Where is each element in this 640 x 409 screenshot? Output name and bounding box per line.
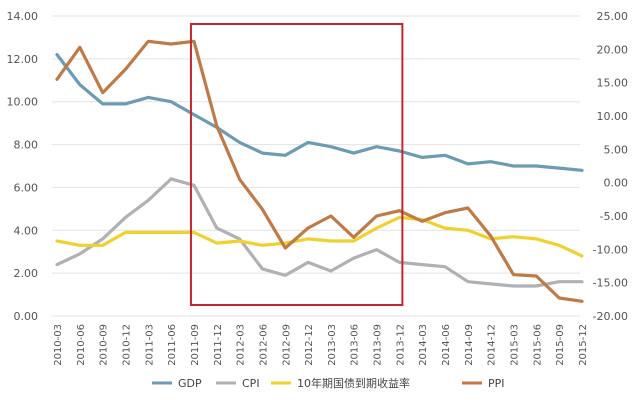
x-tick-label: 2013-03 xyxy=(327,324,338,366)
left-tick-label: 6.00 xyxy=(14,181,39,194)
x-tick-label: 2011-03 xyxy=(144,324,155,366)
right-tick-label: 5.00 xyxy=(604,143,629,156)
x-tick-label: 2015-03 xyxy=(510,324,521,366)
highlight-box xyxy=(189,23,404,306)
x-tick-label: 2012-09 xyxy=(281,324,292,366)
left-tick-label: 4.00 xyxy=(14,224,39,237)
right-axis-ticks: -20.00 -15.00 -10.00 -5.00 0.00 5.00 10.00 15.0… xyxy=(593,10,628,323)
x-tick-label: 2010-12 xyxy=(121,324,132,366)
legend-label: PPI xyxy=(488,377,505,390)
x-tick-label: 2012-12 xyxy=(304,324,315,366)
right-tick-label: 0.00 xyxy=(604,177,629,190)
x-tick-label: 2015-12 xyxy=(578,324,589,366)
x-tick-label: 2010-09 xyxy=(99,324,110,366)
series-line-gdp xyxy=(55,52,584,172)
x-tick-label: 2014-09 xyxy=(464,324,475,366)
x-tick-label: 2010-03 xyxy=(53,324,64,366)
right-tick-label: -5.00 xyxy=(600,210,628,223)
x-tick-label: 2014-06 xyxy=(441,324,452,366)
left-tick-label: 12.00 xyxy=(7,53,39,66)
x-axis-ticks: 2010-03 2010-06 2010-09 2010-12 2011-03 2011-… xyxy=(53,324,589,366)
x-tick-label: 2012-06 xyxy=(258,324,269,366)
x-tick-label: 2013-12 xyxy=(395,324,406,366)
left-axis-ticks: 0.00 2.00 4.00 6.00 8.00 10.00 12.00 14.00 xyxy=(7,10,39,323)
x-tick-label: 2011-09 xyxy=(190,324,201,366)
x-tick-label: 2014-12 xyxy=(487,324,498,366)
right-tick-label: 15.00 xyxy=(597,77,629,90)
x-tick-label: 2011-12 xyxy=(213,324,224,366)
x-tick-label: 2013-06 xyxy=(350,324,361,366)
left-tick-label: 0.00 xyxy=(14,310,39,323)
x-tick-label: 2011-06 xyxy=(167,324,178,366)
legend-label: CPI xyxy=(242,377,260,390)
x-tick-label: 2012-03 xyxy=(236,324,247,366)
left-tick-label: 2.00 xyxy=(14,267,39,280)
series-line-cpi xyxy=(55,177,584,288)
x-tick-label: 2013-09 xyxy=(373,324,384,366)
right-tick-label: 25.00 xyxy=(597,10,629,23)
right-tick-label: -10.00 xyxy=(593,243,628,256)
right-tick-label: 10.00 xyxy=(597,110,629,123)
left-tick-label: 14.00 xyxy=(7,10,39,23)
x-tick-label: 2015-06 xyxy=(532,324,543,366)
left-tick-label: 8.00 xyxy=(14,139,39,152)
legend-label: 10年期国债到期收益率 xyxy=(297,376,410,390)
x-tick-label: 2015-09 xyxy=(555,324,566,366)
right-tick-label: 20.00 xyxy=(597,43,629,56)
series-line-10 xyxy=(55,215,584,258)
right-tick-label: -20.00 xyxy=(593,310,628,323)
legend: GDP CPI 10年期国债到期收益率 PPI xyxy=(152,376,505,390)
series-line-ppi xyxy=(55,39,584,303)
x-tick-label: 2010-06 xyxy=(76,324,87,366)
x-tick-label: 2014-03 xyxy=(418,324,429,366)
legend-label: GDP xyxy=(178,377,202,390)
series-layer xyxy=(55,39,584,303)
left-tick-label: 10.00 xyxy=(7,96,39,109)
right-tick-label: -15.00 xyxy=(593,277,628,290)
